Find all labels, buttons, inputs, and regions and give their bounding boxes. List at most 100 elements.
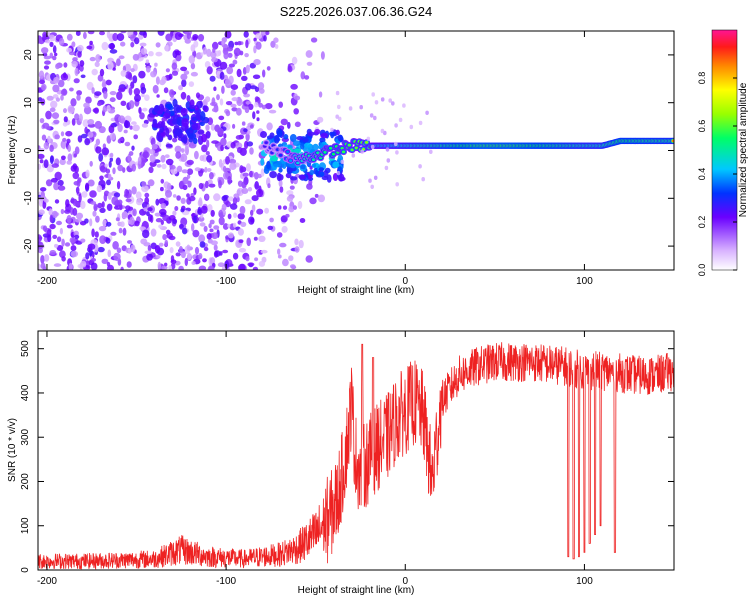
spectrogram-cell bbox=[74, 146, 80, 155]
spectrogram-cell bbox=[85, 96, 92, 104]
spectrogram-cell bbox=[245, 64, 250, 74]
spectrogram-cell bbox=[99, 31, 105, 36]
spectrogram-cell bbox=[198, 182, 204, 190]
spectrogram-cell bbox=[115, 217, 120, 222]
spectrogram-cell bbox=[184, 257, 188, 267]
spectrogram-cell bbox=[66, 160, 72, 165]
spectrogram-cell bbox=[66, 215, 72, 224]
spectrogram-cell bbox=[245, 39, 249, 49]
spectrogram-x-tick-label: 0 bbox=[402, 276, 408, 287]
spectrogram-cell bbox=[317, 194, 325, 203]
spectrogram-cell bbox=[73, 78, 80, 84]
spectrogram-cell bbox=[285, 213, 290, 218]
spectrogram-cell bbox=[60, 208, 65, 215]
spectrogram-cell bbox=[224, 78, 231, 86]
spectrogram-cell bbox=[69, 87, 74, 92]
spectrogram-cell bbox=[66, 224, 73, 229]
spectrogram-cell bbox=[180, 91, 187, 100]
spectrogram-cell bbox=[230, 203, 238, 210]
spectrogram-cell bbox=[222, 165, 227, 173]
spectrogram-cell bbox=[124, 63, 132, 72]
spectrogram-cell bbox=[274, 134, 280, 144]
spectrogram-cell bbox=[75, 218, 82, 223]
spectrogram-cell bbox=[134, 94, 141, 102]
spectrogram-cell bbox=[278, 167, 283, 173]
spectrogram-cell bbox=[148, 149, 156, 155]
spectrogram-cell bbox=[181, 118, 189, 127]
spectrogram-cell bbox=[125, 205, 131, 211]
spectrogram-cell bbox=[359, 105, 364, 110]
spectrogram-cell bbox=[76, 179, 81, 187]
spectrogram-cell bbox=[233, 212, 238, 218]
spectrogram-cell bbox=[38, 209, 45, 215]
spectrogram-cell bbox=[238, 239, 244, 244]
spectrogram-cell bbox=[123, 129, 128, 134]
spectrogram-cell bbox=[38, 241, 44, 249]
spectrogram-cell bbox=[225, 110, 231, 117]
spectrogram-cell bbox=[186, 174, 191, 180]
spectrogram-cell bbox=[164, 154, 170, 159]
spectrogram-ridge-core bbox=[671, 139, 674, 143]
spectrogram-cell bbox=[197, 34, 205, 42]
spectrogram-cell bbox=[252, 74, 261, 80]
spectrogram-cell bbox=[206, 139, 210, 148]
spectrogram-cell bbox=[265, 31, 270, 36]
spectrogram-cell bbox=[120, 31, 127, 34]
spectrogram-cell bbox=[298, 174, 306, 180]
spectrogram-cell bbox=[189, 99, 195, 107]
spectrogram-cell bbox=[398, 117, 403, 123]
spectrogram-cell bbox=[250, 218, 255, 223]
spectrogram-cell bbox=[228, 158, 237, 164]
spectrogram-cell bbox=[198, 197, 203, 206]
spectrogram-cell bbox=[167, 105, 174, 111]
spectrogram-cell bbox=[40, 262, 46, 269]
spectrogram-cell bbox=[198, 265, 207, 270]
spectrogram-cell bbox=[232, 252, 239, 260]
spectrogram-cell bbox=[223, 133, 227, 139]
spectrogram-cell bbox=[198, 216, 205, 222]
spectrogram-cell bbox=[337, 104, 341, 110]
spectrogram-cell bbox=[205, 124, 210, 131]
spectrogram-cell bbox=[64, 242, 71, 247]
spectrogram-cell bbox=[256, 227, 262, 235]
spectrogram-cell bbox=[320, 51, 325, 60]
spectrogram-cell bbox=[227, 196, 234, 202]
spectrogram-cell bbox=[211, 57, 218, 63]
spectrogram-cell bbox=[46, 95, 54, 101]
spectrogram-cell bbox=[124, 188, 129, 197]
spectrogram-cell bbox=[150, 228, 157, 237]
spectrogram-cell bbox=[209, 172, 214, 180]
spectrogram-cell bbox=[219, 98, 224, 106]
spectrogram-cell bbox=[188, 137, 194, 143]
spectrogram-cell bbox=[293, 108, 300, 115]
spectrogram-cell bbox=[54, 171, 62, 181]
spectrogram-cell bbox=[256, 117, 260, 122]
spectrogram-cell bbox=[198, 253, 203, 260]
spectrogram-cell bbox=[55, 97, 61, 102]
spectrogram-cell bbox=[128, 87, 133, 96]
spectrogram-cell bbox=[227, 213, 232, 220]
spectrogram-cell bbox=[281, 225, 288, 233]
snr-frame bbox=[37, 330, 675, 571]
spectrogram-cell bbox=[204, 180, 209, 189]
spectrogram-cell bbox=[40, 187, 47, 192]
spectrogram-cell bbox=[142, 107, 148, 112]
spectrogram-cell bbox=[89, 218, 93, 227]
spectrogram-cell bbox=[89, 190, 97, 198]
spectrogram-cell bbox=[370, 144, 375, 150]
spectrogram-cell bbox=[87, 179, 95, 187]
spectrogram-cell bbox=[276, 232, 283, 238]
spectrogram-cell bbox=[40, 255, 45, 264]
spectrogram-cell bbox=[43, 142, 50, 150]
spectrogram-cell bbox=[252, 111, 256, 120]
spectrogram-ridge-core bbox=[350, 148, 354, 152]
spectrogram-y-tick-label: -10 bbox=[23, 191, 34, 206]
spectrogram-cell bbox=[80, 200, 86, 210]
spectrogram-cell bbox=[211, 97, 216, 106]
spectrogram-cell bbox=[330, 127, 334, 133]
spectrogram-cell bbox=[109, 157, 114, 162]
spectrogram-cell bbox=[206, 155, 213, 163]
spectrogram-cell bbox=[205, 151, 210, 156]
spectrogram-cell bbox=[41, 83, 47, 91]
spectrogram-cell bbox=[89, 56, 96, 62]
